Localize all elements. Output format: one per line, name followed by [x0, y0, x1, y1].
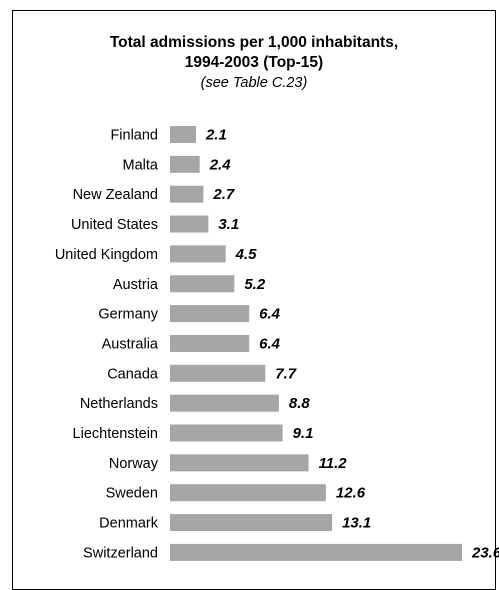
bar — [170, 514, 333, 532]
bar — [170, 484, 326, 502]
bar — [170, 305, 250, 323]
chart-title-line-2: 1994-2003 (Top-15) — [184, 54, 324, 71]
value-label: 23.6 — [471, 544, 499, 561]
category-label: Denmark — [99, 516, 159, 532]
category-label: Australia — [102, 336, 159, 352]
bar — [170, 245, 226, 263]
category-label: Switzerland — [83, 545, 158, 561]
value-label: 8.8 — [289, 395, 311, 412]
category-label: Finland — [110, 128, 158, 144]
bar-chart: Finland 2.1 Malta 2.4 New Zealand 2.7 United S… — [55, 126, 499, 561]
chart-subtitle: (see Table C.23) — [200, 75, 308, 91]
value-label: 3.1 — [218, 216, 239, 233]
chart-title-block: Total admissions per 1,000 inhabitants, … — [12, 33, 496, 93]
bar — [170, 364, 266, 382]
category-label: Malta — [123, 157, 159, 173]
category-label: Netherlands — [80, 396, 158, 412]
category-label: New Zealand — [73, 187, 158, 203]
bar — [170, 334, 250, 352]
chart-title-line-1: Total admissions per 1,000 inhabitants, — [109, 34, 399, 51]
value-label: 6.4 — [259, 335, 281, 352]
bar — [170, 543, 462, 561]
value-label: 13.1 — [342, 515, 371, 532]
value-label: 4.5 — [235, 246, 258, 263]
bar — [170, 155, 200, 173]
bar — [170, 394, 279, 412]
bar — [170, 185, 204, 203]
value-label: 7.7 — [275, 365, 297, 382]
value-label: 2.4 — [209, 156, 232, 173]
category-label: Austria — [113, 277, 159, 293]
value-label: 6.4 — [259, 306, 281, 323]
category-label: Canada — [107, 366, 159, 382]
category-label: Sweden — [106, 486, 158, 502]
bar — [170, 215, 209, 233]
category-label: United Kingdom — [55, 247, 158, 263]
value-label: 2.1 — [205, 127, 227, 144]
bar — [170, 275, 235, 293]
value-label: 2.7 — [212, 186, 235, 203]
value-label: 5.2 — [244, 276, 266, 293]
category-label: Liechtenstein — [73, 426, 158, 442]
category-label: Norway — [109, 456, 159, 472]
category-label: United States — [71, 217, 158, 233]
value-label: 11.2 — [319, 455, 348, 472]
bars-layer: Finland 2.1 Malta 2.4 New Zealand 2.7 United S… — [55, 126, 499, 561]
bar — [170, 454, 309, 472]
bar — [170, 126, 196, 143]
category-label: Germany — [98, 307, 158, 323]
value-label: 12.6 — [336, 485, 366, 502]
bar — [170, 424, 283, 442]
value-label: 9.1 — [293, 425, 314, 442]
